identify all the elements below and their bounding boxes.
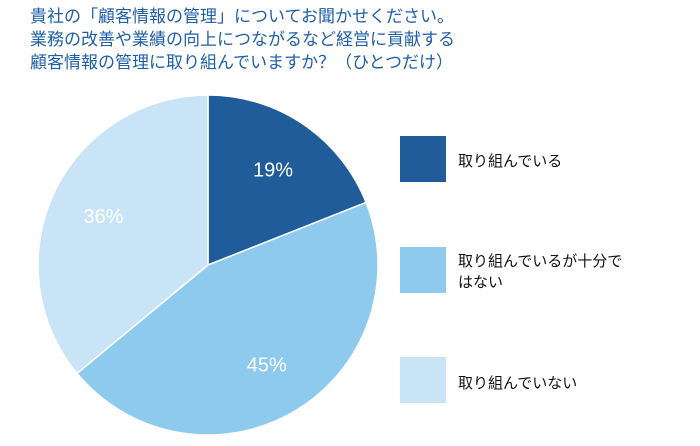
legend-swatch-3: [400, 357, 446, 403]
chart-title: 貴社の「顧客情報の管理」についてお聞かせください。 業務の改善や業績の向上につな…: [30, 6, 670, 75]
legend-swatch-1: [400, 136, 446, 182]
legend-swatch-2: [400, 247, 446, 293]
pie-value-label-1: 19%: [253, 159, 293, 181]
title-line-1: 貴社の「顧客情報の管理」についてお聞かせください。: [30, 7, 454, 27]
legend-label-3: 取り組んでいない: [458, 374, 578, 392]
legend-label-2: 取り組んでいるが十分で はない: [458, 252, 623, 291]
pie-value-label-3: 36%: [83, 206, 123, 228]
pie-slice-3: [37, 94, 209, 375]
pie-value-labels: 19% 45% 36%: [83, 159, 293, 376]
title-line-2: 業務の改善や業績の向上につながるなど経営に貢献する: [30, 30, 455, 50]
pie-slices: [37, 94, 379, 436]
pie-slice-1: [207, 94, 368, 267]
legend-swatches: [400, 136, 446, 403]
title-line-3: 顧客情報の管理に取り組んでいますか？（ひとつだけ）: [30, 53, 453, 73]
pie-value-label-2: 45%: [247, 355, 287, 377]
legend-label-1: 取り組んでいる: [458, 152, 563, 170]
pie-slice-2: [75, 201, 379, 436]
